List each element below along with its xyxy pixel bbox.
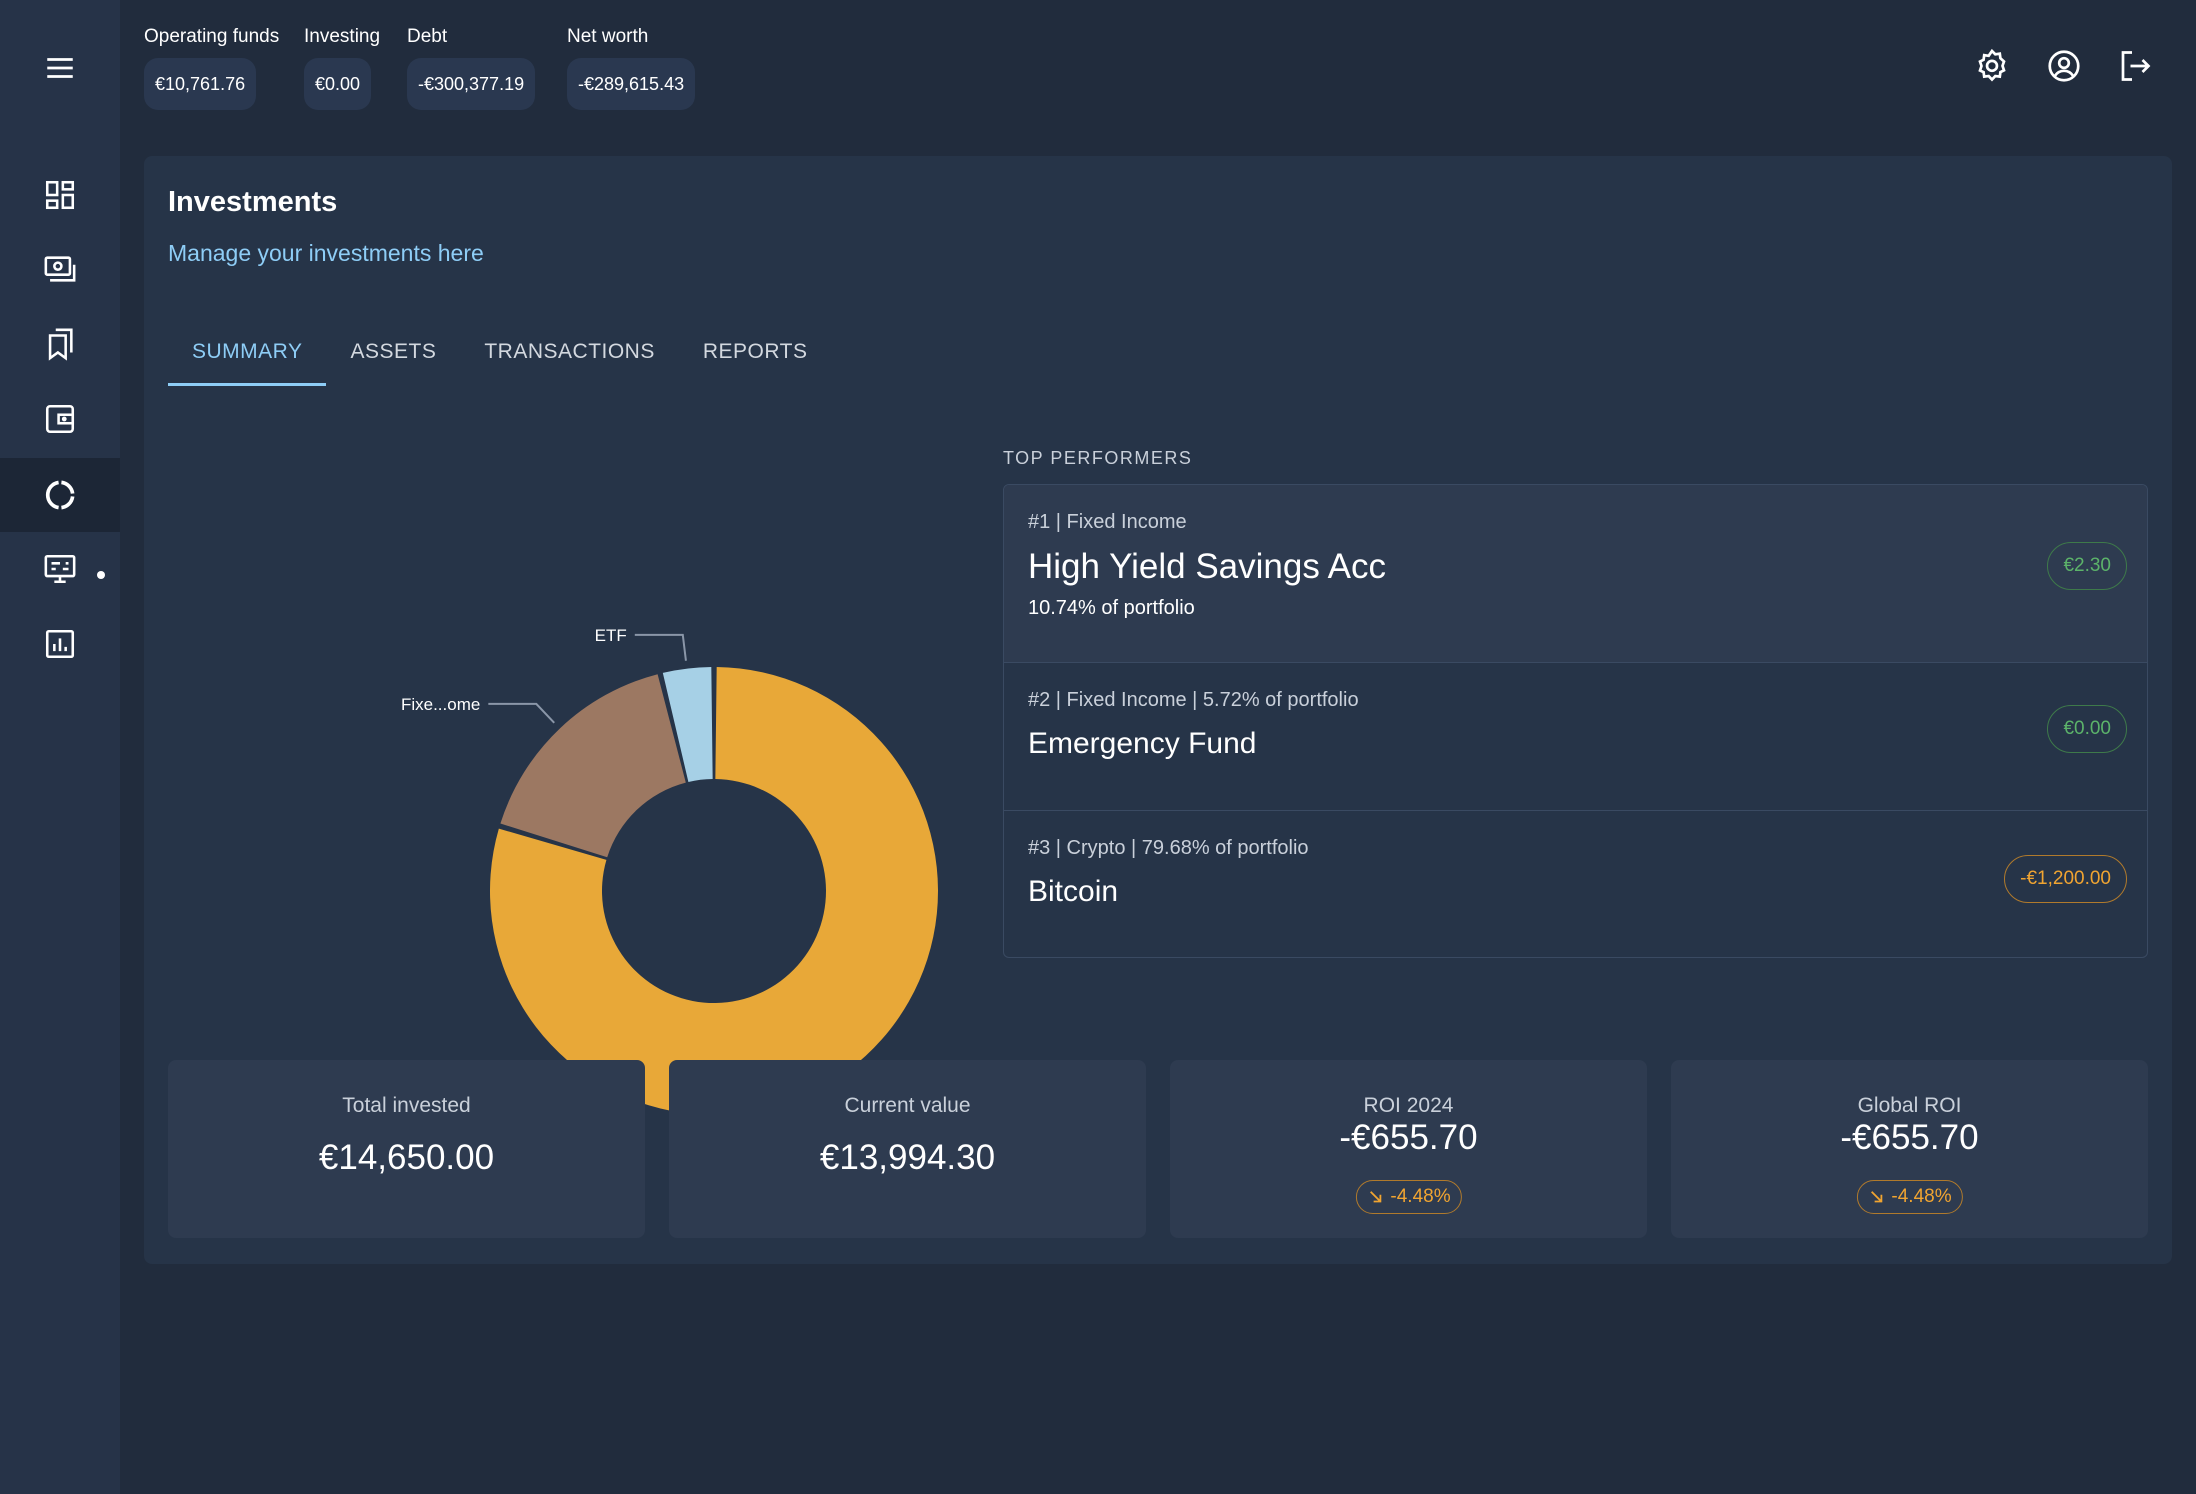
tab-reports[interactable]: REPORTS	[702, 340, 808, 363]
sidebar	[0, 0, 120, 1494]
top-performer-item[interactable]: #3 | Crypto | 79.68% of portfolio Bitcoi…	[1004, 811, 2147, 957]
investing-summary: Investing €0.00	[304, 26, 380, 110]
debt-summary: Debt -€300,377.19	[407, 26, 536, 110]
sidebar-item-budget[interactable]	[0, 532, 120, 606]
top-performer-item[interactable]: #2 | Fixed Income | 5.72% of portfolio E…	[1004, 663, 2147, 811]
roi-percent-chip: -4.48%	[1355, 1180, 1462, 1214]
tab-assets[interactable]: ASSETS	[350, 340, 437, 363]
investments-card: Investments Manage your investments here…	[144, 156, 2172, 1264]
stat-value: €13,994.30	[819, 1138, 996, 1177]
investing-value: €0.00	[304, 58, 372, 110]
account-button[interactable]	[2044, 46, 2084, 86]
roi-percent: -4.48%	[1891, 1186, 1952, 1207]
reports-chart-icon	[45, 629, 75, 659]
settings-icon	[1978, 48, 2006, 82]
top-performer-meta: #2 | Fixed Income | 5.72% of portfolio	[1028, 689, 1359, 711]
top-performer-name: Bitcoin	[1028, 875, 1119, 908]
logout-icon	[2121, 51, 2151, 81]
trend-down-icon	[1870, 1191, 1882, 1203]
donut-label: ETF	[595, 626, 627, 645]
net-worth-label: Net worth	[567, 26, 649, 47]
donut-slice-fixe-ome[interactable]	[500, 674, 686, 858]
global-roi-card: Global ROI -€655.70 -4.48%	[1671, 1060, 2148, 1238]
donut-slice-crypto[interactable]	[490, 667, 939, 1115]
net-worth-value: -€289,615.43	[567, 58, 696, 110]
wallet-icon	[45, 404, 75, 434]
debt-label: Debt	[407, 26, 448, 47]
top-performer-portfolio-share: 10.74% of portfolio	[1028, 597, 1195, 619]
debt-value: -€300,377.19	[407, 58, 536, 110]
sidebar-item-bookmarks[interactable]	[0, 307, 120, 381]
net-worth-summary: Net worth -€289,615.43	[567, 26, 696, 110]
investments-donut-icon	[45, 480, 75, 510]
roi-percent: -4.48%	[1390, 1186, 1451, 1207]
account-icon	[2048, 50, 2080, 82]
top-performer-meta: #3 | Crypto | 79.68% of portfolio	[1028, 837, 1309, 859]
donut-leader-line	[634, 633, 687, 661]
total-invested-card: Total invested €14,650.00	[168, 1060, 645, 1238]
operating-funds-value: €10,761.76	[144, 58, 257, 110]
settings-button[interactable]	[1972, 46, 2012, 86]
donut-slice-etf[interactable]	[662, 667, 713, 782]
top-performer-name: Emergency Fund	[1028, 727, 1257, 760]
stat-value: -€655.70	[1840, 1118, 1979, 1157]
sidebar-item-cash[interactable]	[0, 232, 120, 306]
roi-percent-chip: -4.48%	[1856, 1180, 1963, 1214]
investing-label: Investing	[304, 26, 381, 47]
tab-bar: SUMMARY ASSETS TRANSACTIONS REPORTS	[168, 318, 832, 386]
top-performer-gain-badge: €2.30	[2047, 542, 2127, 590]
stat-value: €14,650.00	[318, 1138, 495, 1177]
trend-down-icon	[1369, 1191, 1381, 1203]
budget-icon	[44, 554, 76, 584]
tab-transactions[interactable]: TRANSACTIONS	[484, 340, 655, 363]
top-performer-loss-badge: -€1,200.00	[2004, 855, 2127, 903]
stat-label: Total invested	[342, 1094, 471, 1117]
top-performer-name: High Yield Savings Acc	[1028, 547, 1386, 586]
bookmarks-icon	[48, 328, 73, 361]
menu-icon	[47, 58, 73, 78]
dashboard-icon	[45, 180, 75, 210]
operating-funds-summary: Operating funds €10,761.76	[144, 26, 279, 110]
stat-label: Global ROI	[1857, 1094, 1962, 1117]
donut-leader-line	[488, 702, 555, 724]
top-performer-meta: #1 | Fixed Income	[1028, 511, 1187, 533]
top-performers-title: TOP PERFORMERS	[1003, 448, 1193, 468]
tab-summary[interactable]: SUMMARY	[168, 318, 327, 386]
donut-label: Fixe...ome	[401, 695, 480, 714]
logout-button[interactable]	[2115, 46, 2155, 86]
current-value-card: Current value €13,994.30	[669, 1060, 1146, 1238]
top-performer-item[interactable]: #1 | Fixed Income High Yield Savings Acc…	[1004, 485, 2147, 663]
page-subtitle: Manage your investments here	[168, 240, 484, 266]
page-title: Investments	[168, 186, 338, 218]
top-performers-list: #1 | Fixed Income High Yield Savings Acc…	[1003, 484, 2148, 958]
sidebar-item-reports[interactable]	[0, 607, 120, 681]
sidebar-item-wallet[interactable]	[0, 382, 120, 456]
stat-label: Current value	[844, 1094, 971, 1117]
stat-value: -€655.70	[1339, 1118, 1478, 1157]
stat-label: ROI 2024	[1363, 1094, 1454, 1117]
roi-year-card: ROI 2024 -€655.70 -4.48%	[1170, 1060, 1647, 1238]
operating-funds-label: Operating funds	[144, 26, 280, 47]
notification-dot	[97, 571, 105, 579]
sidebar-item-investments[interactable]	[0, 458, 120, 532]
menu-button[interactable]	[0, 31, 120, 105]
cash-icon	[44, 256, 76, 282]
top-performer-gain-badge: €0.00	[2047, 705, 2127, 753]
sidebar-item-dashboard[interactable]	[0, 158, 120, 232]
